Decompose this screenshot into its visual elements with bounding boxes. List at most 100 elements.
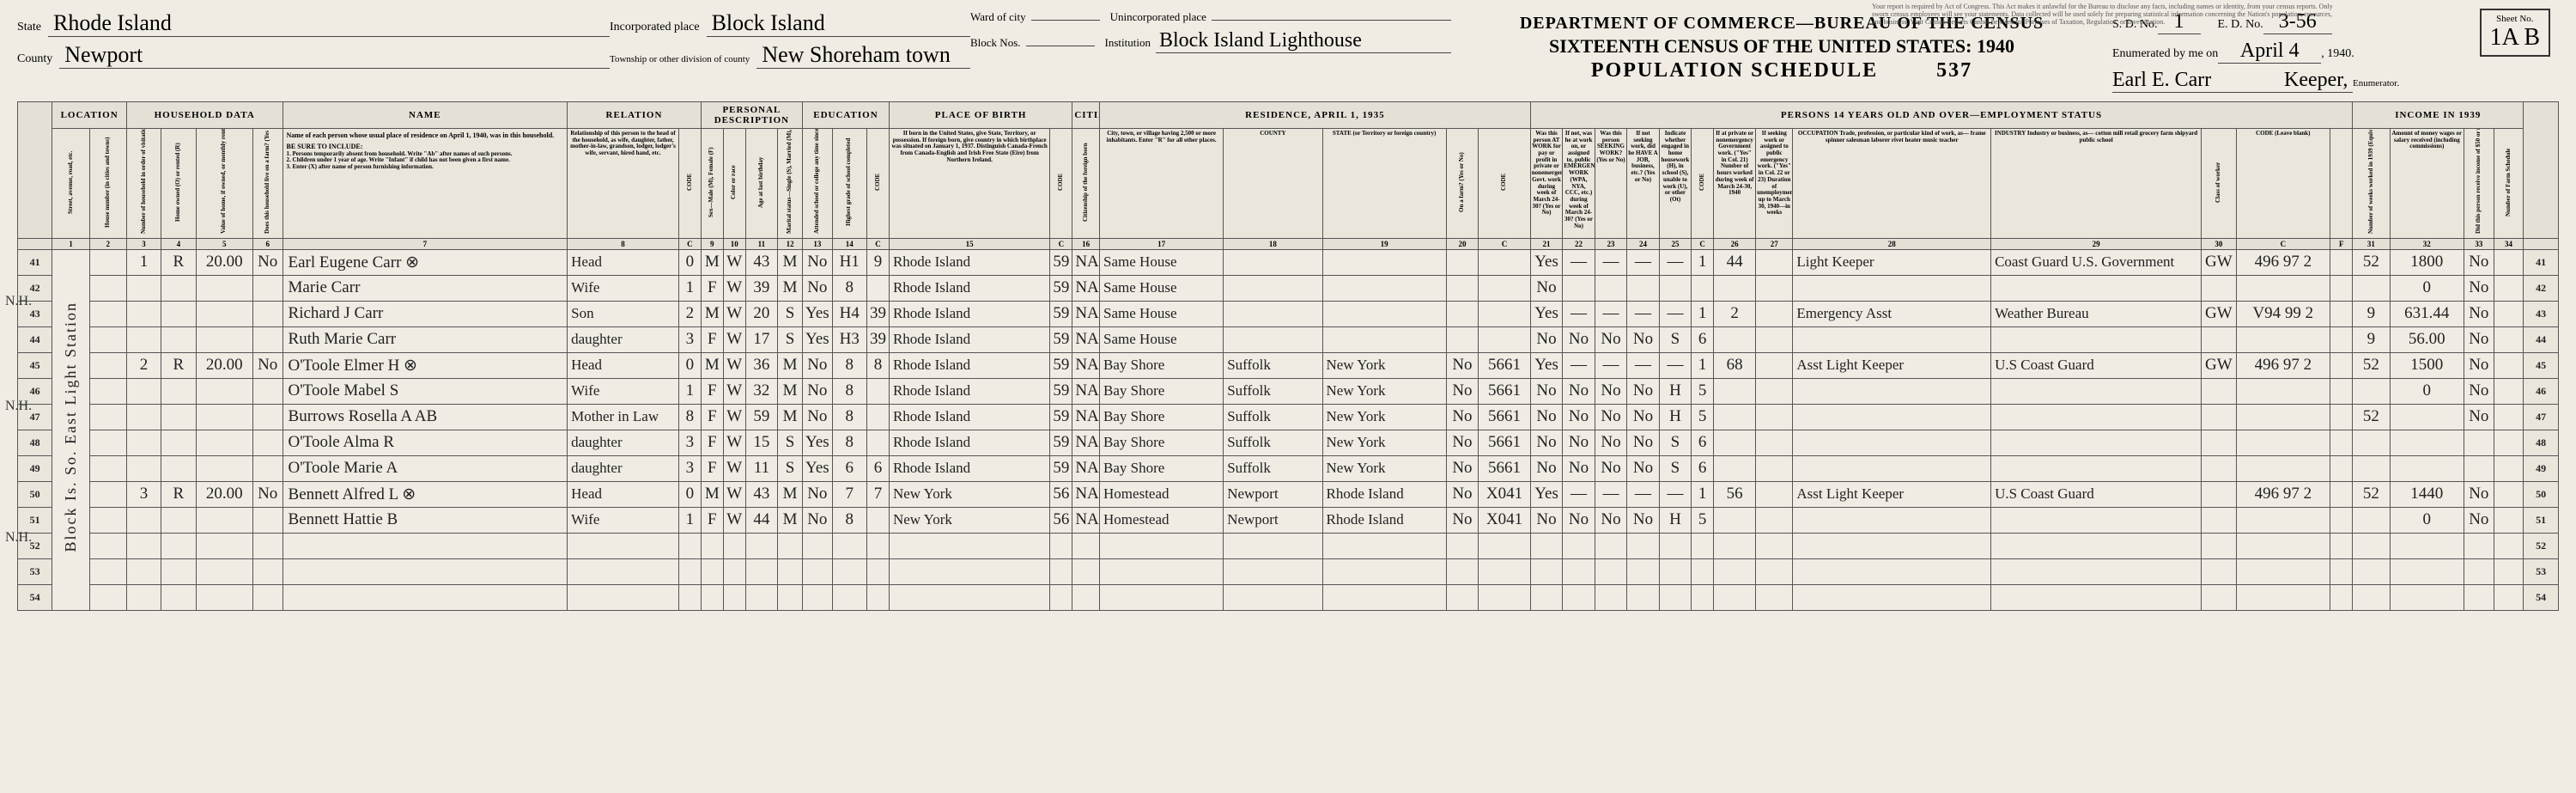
cell-onf: No [1446, 430, 1478, 455]
enum-date: April 4 [2218, 40, 2321, 64]
cell-wc [1692, 275, 1714, 301]
section-relation: RELATION [568, 102, 702, 129]
column-number: 7 [283, 238, 568, 249]
column-number: C [678, 238, 701, 249]
cell-blank [2330, 275, 2353, 301]
cell-dur [1756, 326, 1793, 352]
cell-age: 11 [745, 455, 777, 481]
cell-w4: No [1627, 326, 1659, 352]
cell-w4: — [1627, 249, 1659, 275]
cell-lineR: 41 [2524, 249, 2559, 275]
cell-gr [832, 558, 866, 584]
cell-or [161, 430, 196, 455]
cell-city: Same House [1100, 301, 1224, 326]
cell-hrs [1714, 430, 1756, 455]
table-row: 5252 [18, 533, 2559, 558]
census-page: Your report is required by Act of Congre… [0, 0, 2576, 793]
cell-sch: No [803, 352, 833, 378]
cell-or [161, 301, 196, 326]
cell-city [1100, 533, 1224, 558]
cell-ms [778, 533, 803, 558]
cell-cls: GW [2202, 249, 2236, 275]
cell-ms: S [778, 430, 803, 455]
sh-sex: Sex—Male (M), Female (F) [701, 129, 723, 239]
cell-w5 [1659, 584, 1691, 610]
cell-rel: Mother in Law [568, 404, 679, 430]
cell-pob: Rhode Island [889, 249, 1049, 275]
cell-pc [1050, 558, 1072, 584]
sh-occ: OCCUPATION Trade, profession, or particu… [1793, 129, 1991, 239]
cell-occ [1793, 326, 1991, 352]
cell-blank [2330, 455, 2353, 481]
cell-cls [2202, 275, 2236, 301]
cell-onf: No [1446, 378, 1478, 404]
cell-hh [126, 584, 161, 610]
stamp-number: 537 [1936, 59, 1972, 82]
table-row: 42Marie CarrWife1FW39MNo8Rhode Island59N… [18, 275, 2559, 301]
cell-wc: 5 [1692, 404, 1714, 430]
cell-val [196, 404, 252, 430]
column-number [2524, 238, 2559, 249]
cell-blank [2330, 481, 2353, 507]
cell-blank [2330, 352, 2353, 378]
cell-sch [803, 533, 833, 558]
cell-dur [1756, 558, 1793, 584]
sh-street: Street, avenue, road, etc. [52, 129, 89, 239]
cell-w4: No [1627, 455, 1659, 481]
cell-wks: 9 [2353, 326, 2390, 352]
column-number: 14 [832, 238, 866, 249]
cell-farm [252, 507, 283, 533]
cell-code_rel: 8 [678, 404, 701, 430]
cell-age [745, 533, 777, 558]
cell-cit: NA [1072, 326, 1100, 352]
cell-pob: Rhode Island [889, 404, 1049, 430]
cell-or: R [161, 249, 196, 275]
sh-city: City, town, or village having 2,500 or m… [1100, 129, 1224, 239]
cell-wks [2353, 455, 2390, 481]
cell-age [745, 558, 777, 584]
cell-gc [866, 378, 889, 404]
cell-ms: S [778, 326, 803, 352]
cell-hh: 1 [126, 249, 161, 275]
cell-occc [2236, 558, 2330, 584]
cell-w1: Yes [1530, 249, 1562, 275]
cell-ms: M [778, 507, 803, 533]
cell-cls [2202, 455, 2236, 481]
cell-st: New York [1322, 455, 1446, 481]
house-number-cell [89, 301, 126, 326]
cell-line: 50 [18, 481, 52, 507]
cell-line: 49 [18, 455, 52, 481]
cell-farm [252, 533, 283, 558]
cell-w2 [1563, 275, 1595, 301]
cell-cit: NA [1072, 404, 1100, 430]
cell-hrs [1714, 378, 1756, 404]
cell-gr: 8 [832, 352, 866, 378]
column-number: 33 [2464, 238, 2494, 249]
column-number: 13 [803, 238, 833, 249]
cell-pc: 59 [1050, 430, 1072, 455]
cell-occ [1793, 404, 1991, 430]
sh-relcode: CODE [678, 129, 701, 239]
cell-gc [866, 558, 889, 584]
cell-age: 32 [745, 378, 777, 404]
cell-cit: NA [1072, 430, 1100, 455]
cell-or [161, 378, 196, 404]
column-number: 16 [1072, 238, 1100, 249]
cell-cls [2202, 558, 2236, 584]
street-cell: Block Is. So. East Light Station [52, 249, 89, 610]
cell-blank [2494, 301, 2524, 326]
sheet-label: Sheet No. [2490, 14, 2540, 24]
cell-race [723, 533, 745, 558]
cell-hrs [1714, 275, 1756, 301]
cell-wc: 6 [1692, 326, 1714, 352]
column-number: 1 [52, 238, 89, 249]
column-number: 8 [568, 238, 679, 249]
cell-gr: H1 [832, 249, 866, 275]
cell-wc: 1 [1692, 301, 1714, 326]
house-number-cell [89, 249, 126, 275]
section-education: EDUCATION [803, 102, 890, 129]
cell-cit: NA [1072, 481, 1100, 507]
sh-hadjob: If not seeking work, did he HAVE A JOB, … [1627, 129, 1659, 239]
cell-val [196, 326, 252, 352]
cell-city: Bay Shore [1100, 455, 1224, 481]
